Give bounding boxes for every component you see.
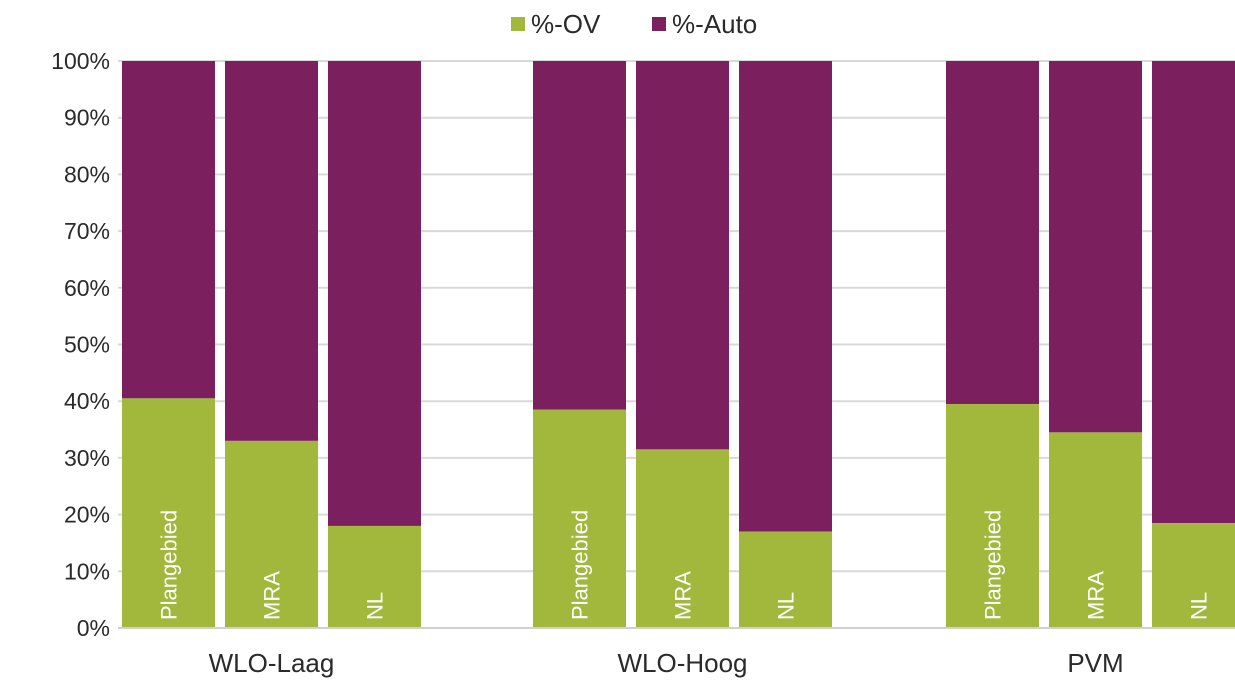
bar-segment-auto [328,61,421,526]
bar-label: Plangebied [568,510,593,620]
y-axis: 0% 10% 20% 30% 40% 50% 60% 70% 80% 90% 100% [51,48,110,641]
bar-segment-ov [225,440,318,628]
bars: Plangebied MRA NL Plangebied MRA NL Plangebied… [122,61,1235,628]
legend-label: %-OV [531,9,601,39]
bar-segment-ov [1049,432,1142,628]
bar-label: NL [363,592,388,620]
y-tick-label: 10% [64,558,110,584]
bar-label: Plangebied [157,510,182,620]
y-tick-label: 80% [64,161,110,187]
bar-segment-auto [636,61,729,450]
bar-label: MRA [671,571,696,620]
legend-swatch [652,17,666,31]
x-axis: WLO-Laag WLO-Hoog PVM [118,627,1235,678]
bar-segment-auto [946,61,1039,405]
bar-segment-ov [328,525,421,628]
bar-segment-ov [946,404,1039,628]
bar-segment-auto [739,61,832,532]
legend-label: %-Auto [672,9,757,39]
bar-label: NL [774,592,799,620]
bar-label: MRA [1084,571,1109,620]
y-tick-label: 60% [64,275,110,301]
bar-label: MRA [260,571,285,620]
bar-segment-auto [122,61,215,399]
y-tick-label: 70% [64,218,110,244]
bar-segment-auto [1152,61,1235,524]
bar-segment-ov [122,398,215,628]
x-group-label: PVM [1067,648,1123,678]
y-tick-label: 40% [64,388,110,414]
legend: %-OV %-Auto [511,9,757,39]
bar-segment-auto [533,61,626,410]
y-tick-label: 30% [64,445,110,471]
bar-segment-auto [225,61,318,441]
bar-label: NL [1187,592,1212,620]
y-tick-label: 20% [64,502,110,528]
y-tick-label: 50% [64,332,110,358]
bar-label: Plangebied [981,510,1006,620]
bar-segment-ov [636,449,729,628]
legend-swatch [511,17,525,31]
y-tick-label: 0% [77,615,110,641]
bar-segment-ov [533,409,626,628]
bar-segment-ov [1152,523,1235,628]
y-tick-label: 90% [64,105,110,131]
bar-segment-ov [739,531,832,628]
bar-segment-auto [1049,61,1142,433]
y-tick-label: 100% [51,48,110,74]
x-group-label: WLO-Hoog [617,648,747,678]
x-group-label: WLO-Laag [209,648,335,678]
